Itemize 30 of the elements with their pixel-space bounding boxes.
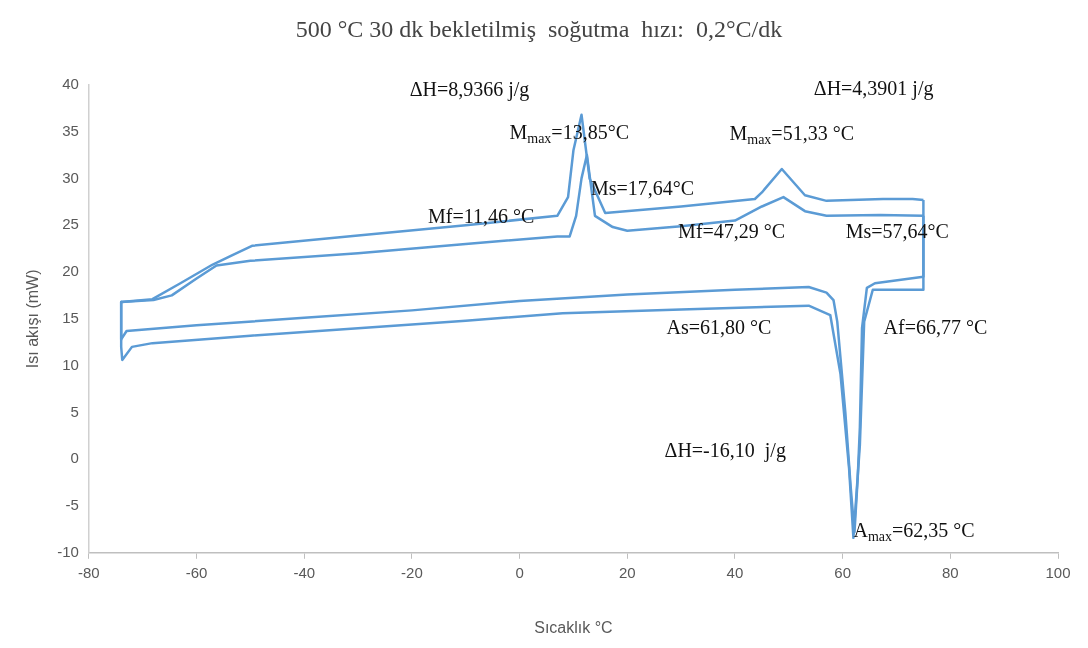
annotation: As=61,80 °C: [666, 316, 772, 339]
y-tick-label: 40: [62, 74, 79, 92]
y-tick-label: -10: [57, 542, 79, 560]
annotation: Mf=47,29 °C: [678, 219, 786, 242]
x-tick-label: -80: [78, 563, 100, 581]
y-tick-label: 35: [62, 121, 79, 139]
chart-title: 500 °C 30 dk bekletilmiş soğutma hızı: 0,2°C/dk: [295, 15, 783, 42]
y-tick-label: 20: [62, 262, 79, 280]
annotation: Af=66,77 °C: [883, 316, 988, 339]
x-tick-label: 0: [515, 563, 524, 581]
y-tick-label: 30: [62, 168, 79, 186]
y-tick-label: 15: [62, 308, 79, 326]
x-tick-label: -60: [185, 563, 208, 581]
y-tick-label: 10: [62, 355, 79, 373]
x-tick-label: 60: [834, 563, 851, 581]
y-tick-label: 5: [70, 402, 79, 420]
x-tick-label: 100: [1045, 563, 1071, 581]
x-tick-label: 20: [618, 563, 636, 581]
y-axis-title: Isı akışı (mW): [24, 269, 42, 369]
annotation: ΔH=-16,10 j/g: [664, 438, 786, 462]
x-tick-label: 80: [941, 563, 959, 581]
x-tick-label: -40: [293, 563, 316, 581]
y-tick-label: 0: [70, 449, 79, 467]
x-axis-title: Sıcaklık °C: [534, 618, 613, 636]
annotation: ΔH=8,9366 j/g: [409, 77, 530, 101]
x-tick-label: 40: [726, 563, 744, 581]
y-tick-label: 25: [62, 215, 79, 233]
annotation: ΔH=4,3901 j/g: [813, 76, 934, 100]
y-tick-label: -5: [65, 496, 79, 514]
x-tick-label: -20: [401, 563, 423, 581]
